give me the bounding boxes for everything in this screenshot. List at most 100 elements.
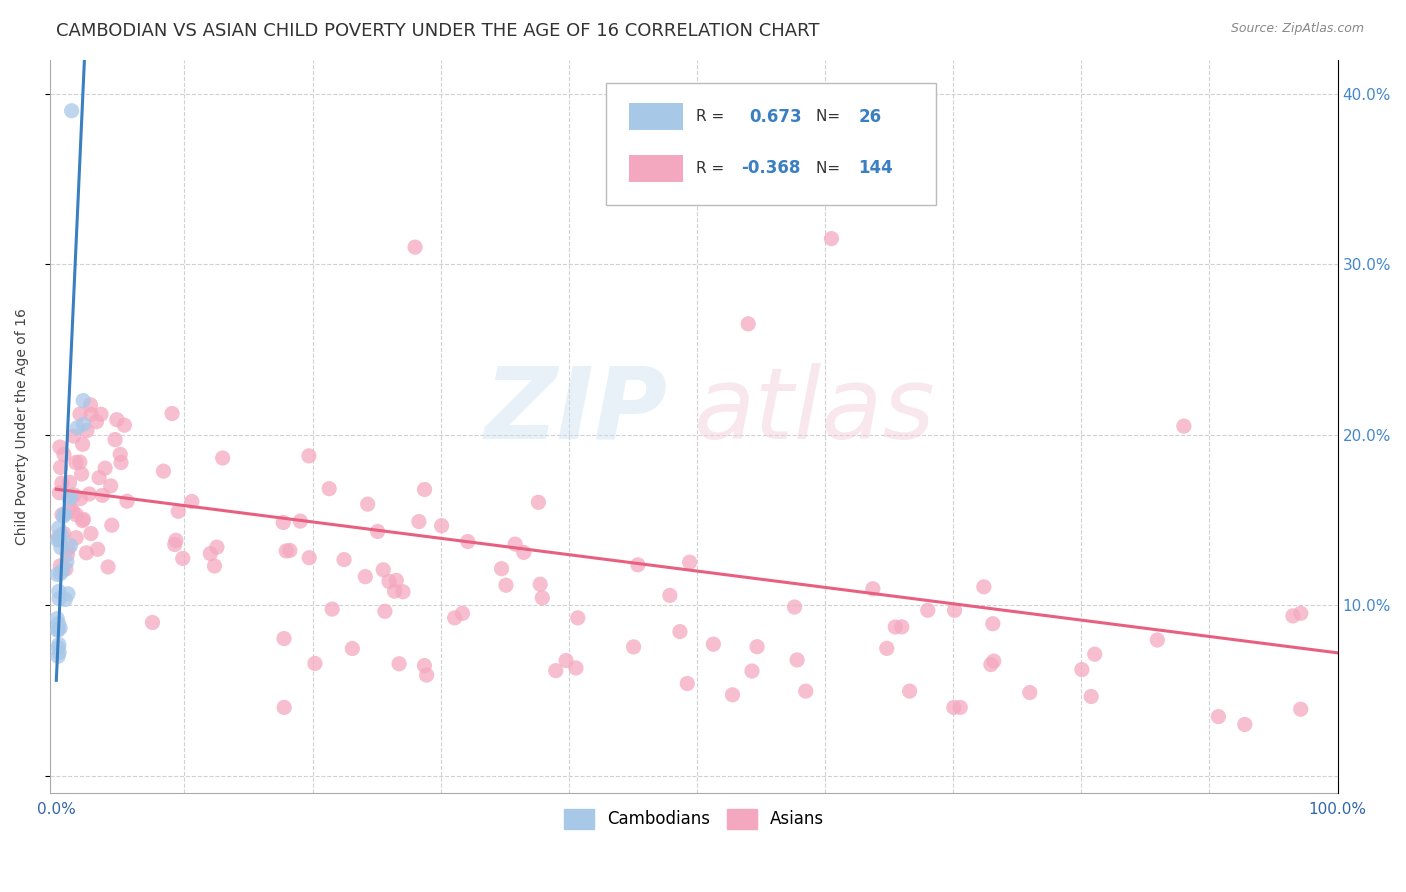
Cambodians — [58, 491, 80, 506]
Asians — [373, 563, 395, 577]
Asians — [384, 584, 406, 599]
Asians — [786, 653, 808, 667]
Asians — [152, 464, 174, 478]
Asians — [413, 483, 436, 497]
Asians — [949, 700, 972, 714]
Asians — [278, 543, 301, 558]
Asians — [356, 497, 378, 511]
Cambodians — [72, 417, 94, 432]
Cambodians — [46, 623, 69, 637]
Asians — [942, 700, 965, 714]
Asians — [167, 504, 190, 518]
Asians — [981, 616, 1004, 631]
Asians — [165, 533, 187, 548]
Cambodians — [46, 567, 69, 582]
Asians — [884, 620, 907, 634]
Asians — [1289, 702, 1312, 716]
Asians — [49, 460, 72, 475]
Asians — [443, 611, 465, 625]
Asians — [290, 514, 312, 528]
Asians — [56, 547, 79, 561]
Asians — [567, 611, 589, 625]
Text: 0.673: 0.673 — [749, 108, 801, 126]
Text: N=: N= — [815, 161, 845, 176]
Cambodians — [66, 420, 89, 434]
Cambodians — [49, 566, 72, 581]
Y-axis label: Child Poverty Under the Age of 16: Child Poverty Under the Age of 16 — [15, 308, 30, 544]
Asians — [65, 531, 87, 545]
Cambodians — [51, 528, 73, 542]
Asians — [276, 544, 298, 558]
Cambodians — [48, 591, 70, 606]
Asians — [204, 559, 226, 574]
Cambodians — [48, 584, 70, 599]
Text: -0.368: -0.368 — [741, 159, 801, 178]
Asians — [94, 461, 117, 475]
Asians — [430, 518, 453, 533]
Asians — [69, 491, 91, 506]
Text: N=: N= — [815, 110, 845, 124]
Cambodians — [46, 611, 69, 625]
FancyBboxPatch shape — [630, 103, 683, 130]
Cambodians — [56, 587, 79, 601]
Cambodians — [48, 638, 70, 652]
Asians — [342, 641, 364, 656]
Cambodians — [48, 521, 70, 535]
Asians — [898, 684, 921, 698]
Asians — [1070, 663, 1092, 677]
Asians — [205, 540, 228, 554]
Asians — [676, 676, 699, 690]
Cambodians — [46, 649, 69, 664]
Cambodians — [48, 646, 70, 660]
Asians — [820, 231, 842, 245]
Asians — [1018, 685, 1040, 699]
Asians — [745, 640, 768, 654]
Asians — [48, 530, 70, 544]
Asians — [69, 455, 91, 469]
Cambodians — [51, 564, 73, 578]
Text: R =: R = — [696, 110, 730, 124]
Asians — [354, 570, 377, 584]
Cambodians — [46, 533, 69, 547]
Cambodians — [72, 393, 94, 408]
Text: 144: 144 — [859, 159, 893, 178]
Legend: Cambodians, Asians: Cambodians, Asians — [557, 802, 831, 836]
Asians — [457, 534, 479, 549]
Asians — [63, 488, 86, 502]
Asians — [973, 580, 995, 594]
Asians — [415, 668, 437, 682]
Asians — [91, 488, 114, 502]
Asians — [100, 479, 122, 493]
Cambodians — [48, 616, 70, 631]
Asians — [1080, 690, 1102, 704]
Cambodians — [53, 592, 76, 607]
Asians — [163, 537, 186, 551]
Asians — [180, 494, 202, 508]
Cambodians — [46, 623, 69, 637]
Asians — [1146, 633, 1168, 648]
Asians — [62, 429, 84, 443]
Asians — [917, 603, 939, 617]
Asians — [72, 437, 94, 451]
Asians — [737, 317, 759, 331]
Asians — [86, 542, 108, 557]
Asians — [623, 640, 645, 654]
Asians — [49, 558, 72, 573]
Cambodians — [46, 640, 69, 655]
Asians — [273, 700, 295, 714]
Asians — [298, 449, 321, 463]
Asians — [105, 412, 128, 426]
Asians — [273, 632, 295, 646]
Text: CAMBODIAN VS ASIAN CHILD POVERTY UNDER THE AGE OF 16 CORRELATION CHART: CAMBODIAN VS ASIAN CHILD POVERTY UNDER T… — [56, 22, 820, 40]
Asians — [983, 654, 1005, 668]
Asians — [408, 515, 430, 529]
FancyBboxPatch shape — [630, 154, 683, 182]
Asians — [876, 641, 898, 656]
Asians — [513, 545, 536, 559]
Asians — [378, 574, 401, 589]
Asians — [318, 482, 340, 496]
Asians — [48, 485, 70, 500]
Cambodians — [49, 541, 72, 555]
Asians — [271, 516, 294, 530]
Asians — [783, 600, 806, 615]
